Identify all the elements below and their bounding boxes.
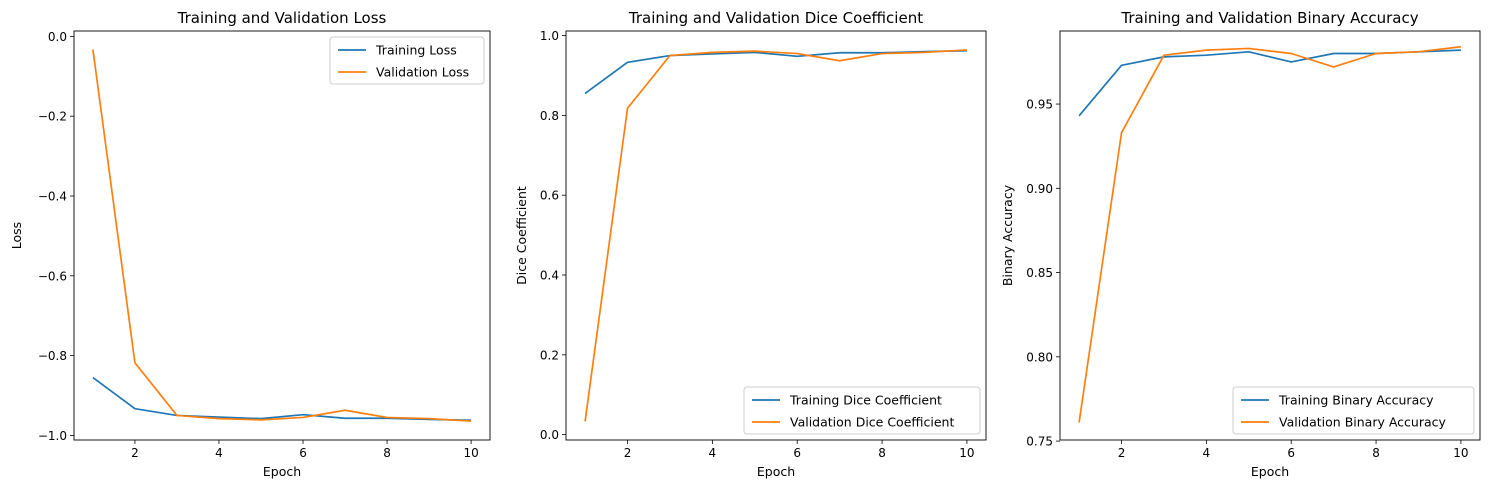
series-line-validation [1079,47,1461,423]
series-line-validation [93,50,471,422]
x-tick-label: 6 [1287,446,1295,460]
x-tick-label: 10 [463,446,478,460]
x-axis-label: Epoch [263,464,301,479]
chart-panel-1: Training and Validation Loss 2 4 6 8 10 0.0 −0.… [9,9,490,479]
y-tick-label: 0.6 [540,189,559,203]
chart-title: Training and Validation Binary Accuracy [1120,9,1418,27]
x-tick-label: 2 [131,446,139,460]
chart-title: Training and Validation Dice Coefficient [628,9,923,27]
x-tick-label: 8 [878,446,886,460]
x-axis-label: Epoch [1251,464,1289,479]
plot-frame [566,31,986,440]
y-tick-label: −0.8 [38,349,67,363]
y-tick-label: 0.75 [1026,435,1053,449]
plot-frame [1060,31,1480,440]
chart-panel-3: Training and Validation Binary Accuracy 2… [1000,9,1480,479]
series-line-validation [585,50,967,422]
x-axis-label: Epoch [757,464,795,479]
x-tick-label: 10 [1453,446,1468,460]
y-tick-label: 0.0 [540,428,559,442]
legend-label: Validation Binary Accuracy [1279,415,1447,430]
legend: Training Loss Validation Loss [330,37,484,84]
x-tick-label: 2 [1118,446,1126,460]
x-tick-label: 10 [959,446,974,460]
plot-frame [74,31,490,440]
y-axis-label: Binary Accuracy [1000,184,1015,286]
y-tick-label: 0.0 [48,30,67,44]
x-tick-label: 8 [383,446,391,460]
y-tick-label: 0.90 [1026,182,1053,196]
y-tick-label: −0.4 [38,189,67,203]
y-tick-label: 0.8 [540,109,559,123]
legend-label: Training Dice Coefficient [789,393,942,408]
series-line-training [93,378,471,421]
x-tick-label: 4 [1203,446,1211,460]
y-tick-label: 0.2 [540,348,559,362]
y-tick-label: 0.4 [540,269,559,283]
y-tick-label: −1.0 [38,429,67,443]
x-tick-label: 8 [1372,446,1380,460]
x-tick-label: 2 [624,446,632,460]
x-tick-label: 6 [299,446,307,460]
x-tick-label: 4 [215,446,223,460]
legend-label: Validation Dice Coefficient [790,415,954,430]
legend-label: Training Binary Accuracy [1278,393,1434,408]
x-tick-label: 6 [793,446,801,460]
y-tick-label: −0.2 [38,110,67,124]
chart-title: Training and Validation Loss [177,9,387,27]
y-tick-label: 0.85 [1026,266,1053,280]
y-tick-label: 0.95 [1026,98,1053,112]
y-tick-label: 0.80 [1026,350,1053,364]
y-tick-label: −0.6 [38,269,67,283]
y-axis-label: Dice Coefficient [514,186,529,285]
legend: Training Dice Coefficient Validation Dice… [744,387,980,434]
y-axis-label: Loss [9,222,24,249]
y-tick-label: 1.0 [540,29,559,43]
legend-label: Validation Loss [376,65,469,80]
legend: Training Binary Accuracy Validation Binar… [1233,387,1474,434]
x-tick-label: 4 [709,446,717,460]
chart-panel-2: Training and Validation Dice Coefficient… [514,9,986,479]
legend-label: Training Loss [375,43,457,58]
series-line-training [585,51,967,94]
